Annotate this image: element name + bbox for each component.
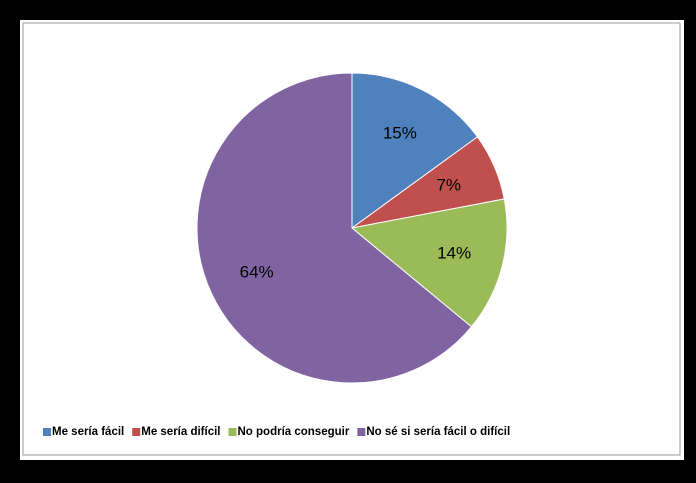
legend-label: No podría conseguir: [238, 426, 350, 438]
legend-swatch: [132, 428, 141, 436]
legend-swatch: [357, 428, 366, 436]
pie: 15% 7% 14% 64%: [196, 72, 508, 384]
legend-label: Me sería fácil: [52, 426, 124, 438]
value-label: 7%: [436, 176, 461, 195]
pie-slice: [351, 72, 479, 229]
legend-swatch: [228, 428, 237, 436]
legend: Me sería fácil Me sería difícil No podría …: [43, 426, 510, 438]
legend-label: No sé si sería fácil o difícil: [366, 426, 510, 438]
pie-slice: [196, 72, 473, 384]
value-label: 14%: [437, 244, 471, 263]
legend-swatch: [43, 428, 51, 436]
plot-border: [22, 22, 681, 456]
value-label: 15%: [383, 124, 417, 143]
value-label: 64%: [240, 262, 274, 281]
pie-slice: [350, 198, 508, 328]
legend-label: Me sería difícil: [141, 426, 220, 438]
